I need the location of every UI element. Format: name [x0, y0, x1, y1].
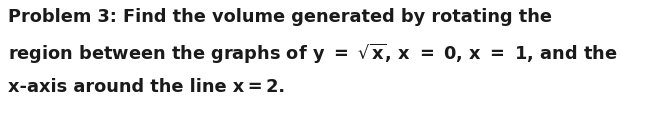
Text: x-axis around the line x = 2.: x-axis around the line x = 2. — [8, 77, 285, 95]
Text: region between the graphs of y $\mathbf{=}$ $\mathbf{\sqrt{x}}$, x $\mathbf{=}$ : region between the graphs of y $\mathbf{… — [8, 42, 618, 66]
Text: Problem 3: Find the volume generated by rotating the: Problem 3: Find the volume generated by … — [8, 8, 552, 26]
